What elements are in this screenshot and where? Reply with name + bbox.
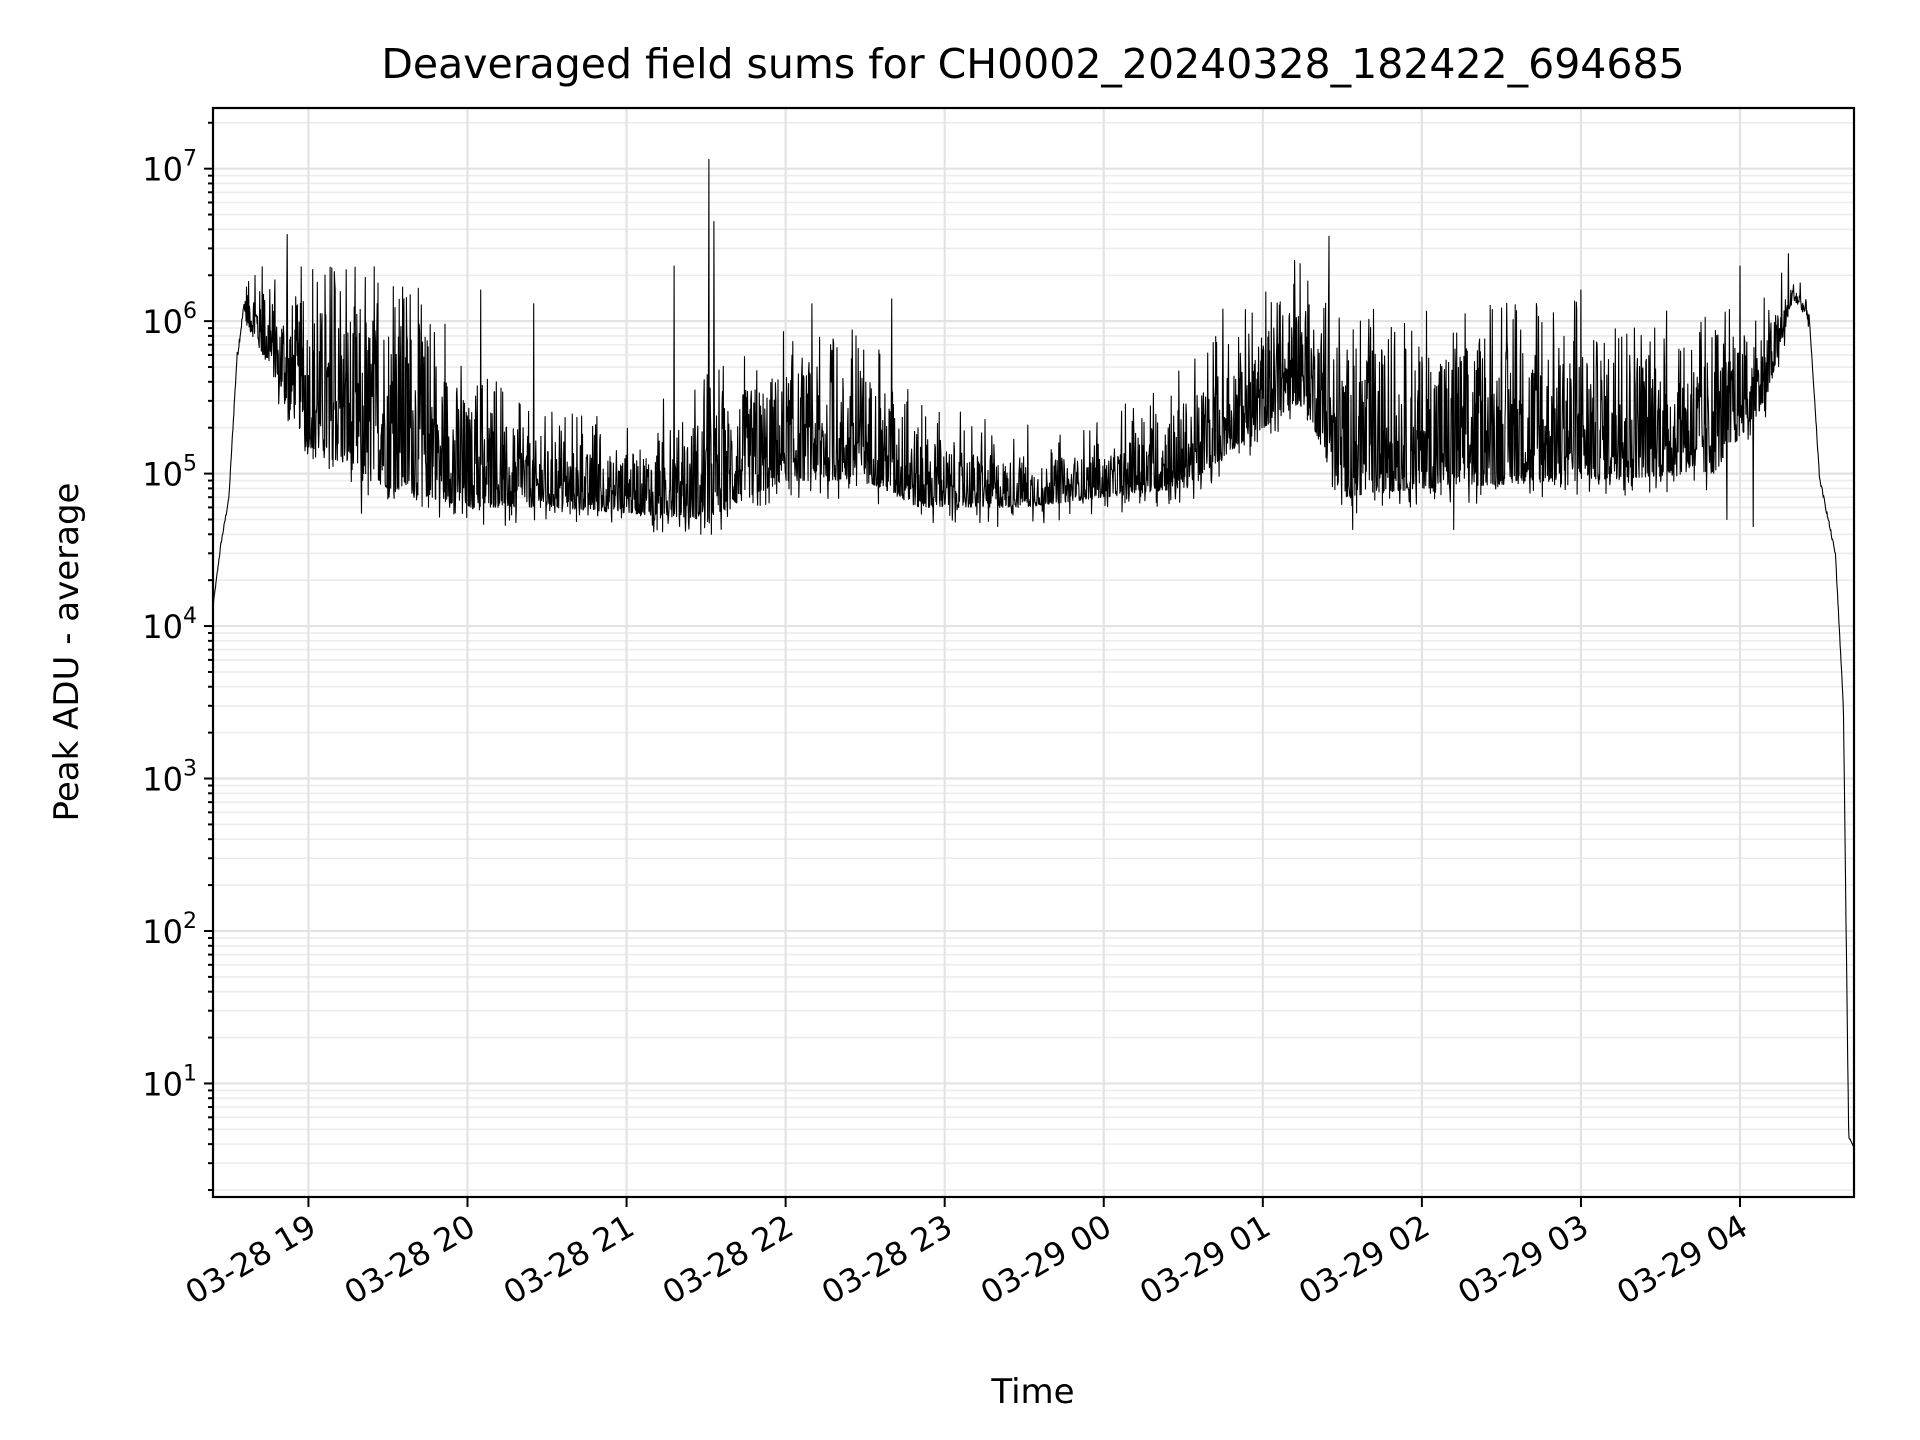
plot-frame: [211, 106, 1856, 1199]
x-axis-label: Time: [990, 1372, 1074, 1412]
chart-title: Deaveraged field sums for CH0002_2024032…: [381, 40, 1684, 88]
y-tick-base: 10: [142, 151, 183, 189]
y-tick-base: 10: [142, 1065, 183, 1103]
y-tick-exponent: 4: [183, 604, 197, 629]
y-tick-base: 10: [142, 456, 183, 494]
y-tick-exponent: 1: [183, 1061, 197, 1086]
y-tick-exponent: 6: [183, 299, 197, 324]
y-tick-base: 10: [142, 303, 183, 341]
y-tick-label: 101: [142, 1061, 197, 1103]
y-tick-base: 10: [142, 761, 183, 799]
y-tick-label: 103: [142, 757, 197, 799]
y-tick-label: 104: [142, 604, 197, 646]
y-tick-exponent: 7: [183, 147, 197, 172]
y-tick-exponent: 3: [183, 757, 197, 782]
y-tick-label: 105: [142, 452, 197, 494]
y-tick-label: 107: [142, 147, 197, 189]
y-tick-label: 106: [142, 299, 197, 341]
y-tick-exponent: 5: [183, 452, 197, 477]
y-tick-base: 10: [142, 913, 183, 951]
y-tick-base: 10: [142, 608, 183, 646]
y-tick-exponent: 2: [183, 909, 197, 934]
y-axis-label: Peak ADU - average: [47, 483, 87, 822]
y-tick-label: 102: [142, 909, 197, 951]
data-series-line: [212, 158, 1855, 1148]
